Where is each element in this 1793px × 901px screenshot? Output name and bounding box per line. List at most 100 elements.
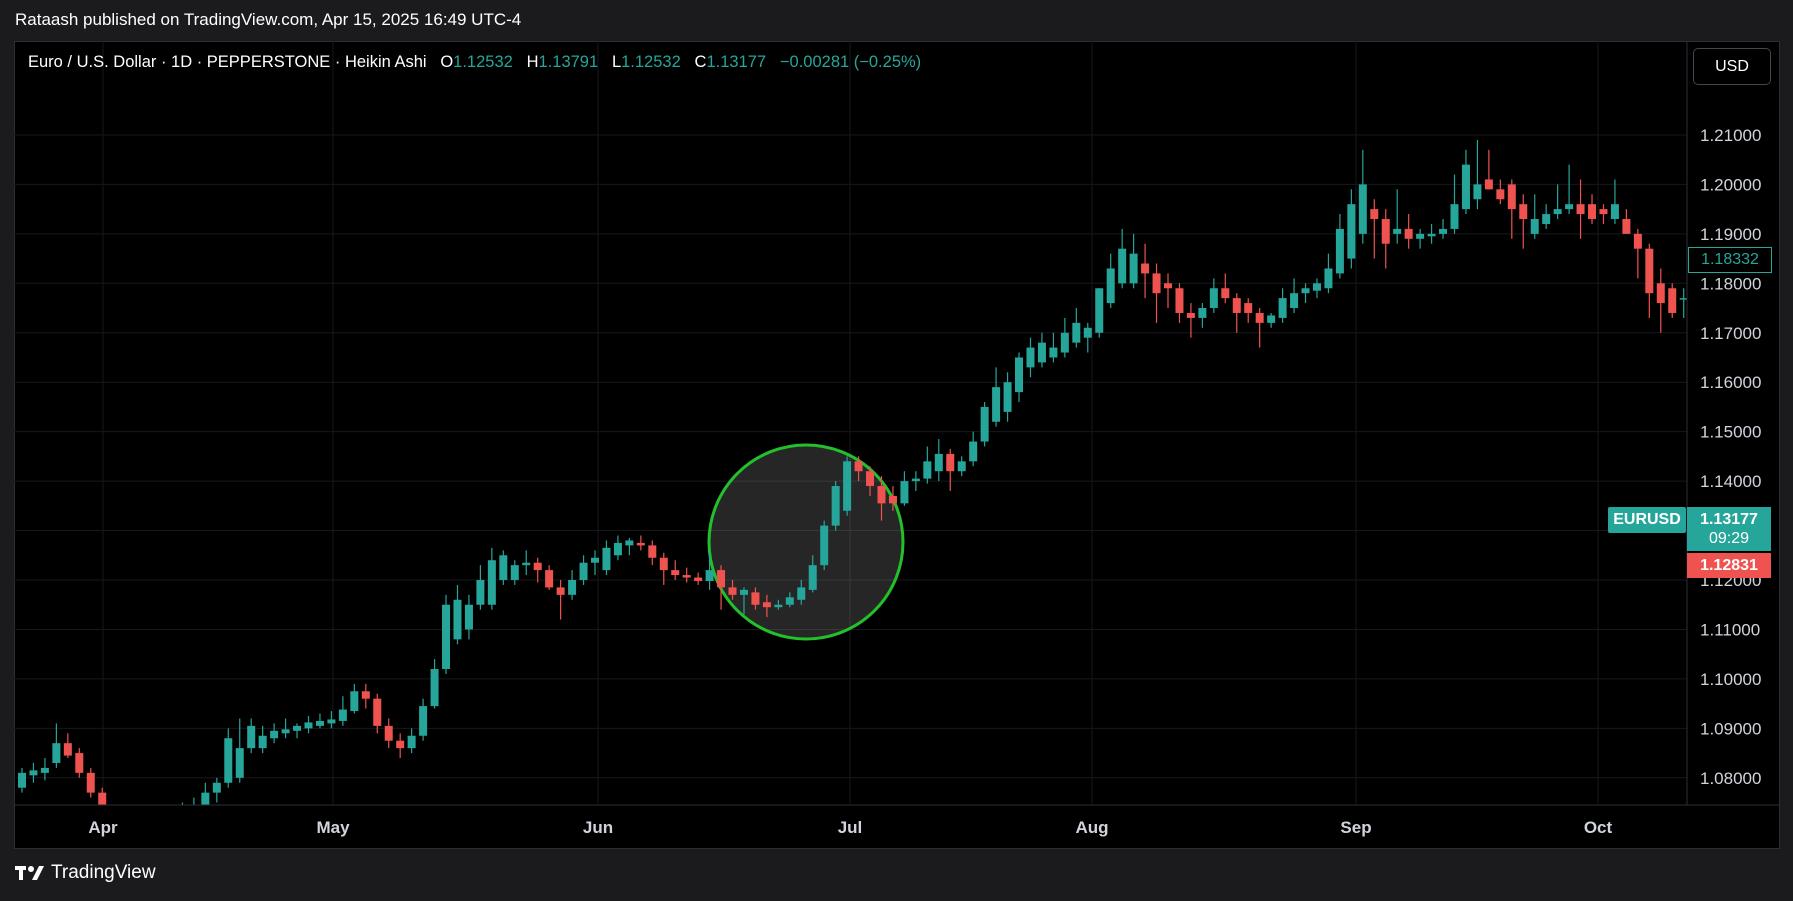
candle bbox=[843, 456, 852, 516]
candle bbox=[1507, 179, 1516, 239]
last-price: 1.13177 bbox=[1700, 511, 1758, 528]
candle-body bbox=[29, 770, 38, 776]
candle bbox=[625, 537, 634, 556]
candle bbox=[774, 599, 783, 610]
candle bbox=[1335, 214, 1344, 279]
candle-body bbox=[144, 815, 152, 818]
candle bbox=[464, 594, 473, 640]
candle bbox=[1152, 263, 1161, 323]
candle-body bbox=[373, 698, 382, 726]
time-tick-label: Jul bbox=[838, 818, 863, 837]
candle bbox=[1301, 283, 1310, 304]
candle bbox=[1312, 278, 1321, 299]
time-axis[interactable]: Apr May Jun Jul Aug Sep Oct bbox=[88, 818, 1612, 837]
candle-body bbox=[923, 461, 932, 479]
candle bbox=[1668, 283, 1677, 318]
price-axis[interactable]: 1.21000 1.20000 1.19000 1.18000 1.17000 1.160… bbox=[1700, 126, 1761, 788]
candle-body bbox=[156, 816, 164, 818]
candle-body bbox=[75, 753, 84, 773]
candle-body bbox=[18, 772, 26, 788]
candle bbox=[487, 547, 496, 610]
candle bbox=[1622, 209, 1631, 234]
candle bbox=[212, 777, 221, 803]
candle bbox=[591, 550, 599, 576]
candle-body bbox=[487, 560, 496, 605]
candle-body bbox=[1450, 204, 1459, 229]
high-value: 1.13791 bbox=[538, 53, 599, 71]
candle bbox=[327, 711, 336, 729]
candle-body bbox=[843, 461, 852, 511]
candle-body bbox=[1129, 253, 1138, 284]
price-tag-top: 1.18332 bbox=[1688, 247, 1772, 273]
candle bbox=[1393, 189, 1402, 244]
candle-body bbox=[1118, 248, 1127, 284]
currency-button[interactable]: USD bbox=[1693, 48, 1771, 85]
candle bbox=[533, 557, 542, 583]
candle bbox=[373, 693, 382, 734]
time-tick-label: Sep bbox=[1340, 818, 1371, 837]
candle-body bbox=[751, 592, 760, 605]
candle bbox=[739, 587, 748, 615]
candle bbox=[384, 718, 393, 749]
tradingview-logo[interactable]: TradingView bbox=[15, 862, 156, 884]
candle-body bbox=[499, 555, 508, 581]
candle bbox=[1691, 293, 1699, 333]
candle bbox=[785, 592, 794, 608]
symbol-title[interactable]: Euro / U.S. Dollar · 1D · PEPPERSTONE · … bbox=[28, 53, 427, 71]
candle bbox=[808, 555, 817, 593]
candle bbox=[1461, 149, 1470, 215]
price-tick-label: 1.20000 bbox=[1700, 175, 1761, 194]
candle-body bbox=[1255, 312, 1264, 323]
candle-body bbox=[888, 495, 897, 504]
candle-body bbox=[1290, 293, 1299, 309]
candle bbox=[235, 718, 244, 783]
candle-body bbox=[900, 481, 909, 504]
candle-body bbox=[510, 565, 519, 581]
candle bbox=[969, 431, 978, 467]
candle bbox=[430, 659, 439, 709]
candle-body bbox=[568, 580, 577, 595]
candle bbox=[1679, 288, 1687, 318]
candle-body bbox=[419, 706, 428, 736]
candle-body bbox=[762, 602, 771, 608]
candle bbox=[1553, 184, 1562, 220]
candle bbox=[923, 446, 932, 484]
candle-body bbox=[1599, 209, 1608, 215]
candle-body bbox=[1519, 204, 1528, 220]
candle bbox=[75, 748, 84, 778]
candle-body bbox=[1496, 189, 1505, 200]
candle-body bbox=[694, 577, 703, 581]
candle-body bbox=[190, 805, 198, 808]
last-price-tag: 1.13177 09:29 bbox=[1687, 507, 1771, 551]
candle-body bbox=[1301, 288, 1310, 294]
candle bbox=[866, 466, 875, 496]
candle bbox=[568, 570, 577, 600]
candle bbox=[499, 550, 508, 585]
candle-body bbox=[980, 406, 989, 442]
candle bbox=[304, 715, 313, 734]
price-tick-label: 1.09000 bbox=[1700, 719, 1761, 738]
bar-countdown: 09:29 bbox=[1708, 530, 1750, 547]
candle-body bbox=[1714, 303, 1722, 308]
candle-body bbox=[545, 570, 554, 588]
grid bbox=[14, 41, 1687, 805]
candle bbox=[1221, 273, 1230, 304]
candle-body bbox=[831, 486, 840, 526]
candle-body bbox=[350, 691, 359, 712]
candle bbox=[453, 584, 462, 645]
chart-canvas[interactable]: 1.21000 1.20000 1.19000 1.18000 1.17000 1.160… bbox=[14, 41, 1780, 849]
open-value: 1.12532 bbox=[453, 53, 513, 71]
candle-body bbox=[1037, 342, 1046, 363]
candle-body bbox=[235, 748, 244, 778]
price-tick-label: 1.11000 bbox=[1700, 620, 1760, 639]
price-tick-label: 1.17000 bbox=[1700, 324, 1761, 343]
candle-body bbox=[1083, 327, 1092, 338]
candle bbox=[1427, 223, 1436, 244]
time-tick-label: Jun bbox=[583, 818, 613, 837]
candle-body bbox=[464, 604, 473, 630]
candle bbox=[1118, 228, 1127, 289]
candle bbox=[797, 580, 806, 605]
candle-body bbox=[63, 743, 72, 756]
candle bbox=[911, 471, 920, 491]
candle bbox=[29, 762, 38, 783]
